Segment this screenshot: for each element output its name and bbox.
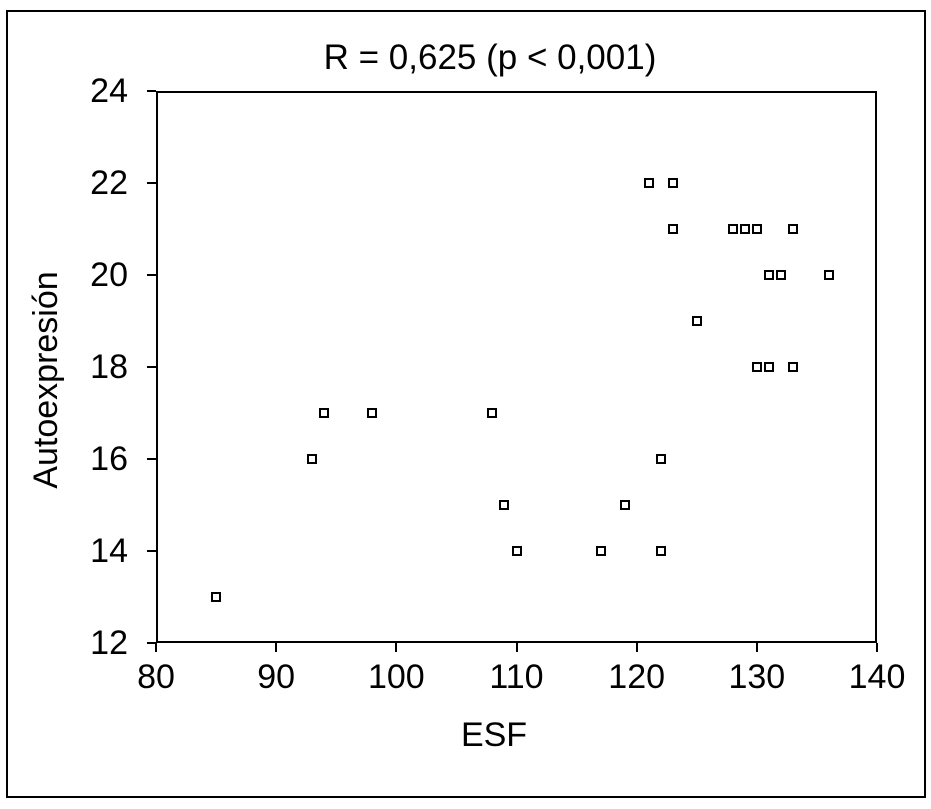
x-tick: [155, 643, 157, 652]
data-point: [727, 224, 738, 234]
data-point: [739, 224, 750, 234]
x-tick-label: 80: [137, 658, 175, 696]
data-point: [751, 224, 762, 234]
data-point: [763, 362, 774, 372]
data-point: [211, 592, 222, 602]
data-point: [763, 270, 774, 280]
data-point: [595, 546, 606, 556]
y-tick: [147, 458, 156, 460]
y-tick-label: 14: [90, 532, 128, 570]
data-point: [823, 270, 834, 280]
x-tick-label: 120: [608, 658, 666, 696]
y-tick-label: 20: [90, 256, 128, 294]
y-tick: [147, 366, 156, 368]
y-tick-label: 24: [90, 72, 128, 110]
data-point: [319, 408, 330, 418]
y-tick-label: 22: [90, 164, 128, 202]
data-point: [643, 178, 654, 188]
data-point: [655, 454, 666, 464]
data-point: [487, 408, 498, 418]
x-tick-label: 90: [257, 658, 296, 696]
data-point: [511, 546, 522, 556]
data-point: [775, 270, 786, 280]
x-tick-label: 110: [489, 658, 544, 696]
data-point: [667, 224, 678, 234]
chart-title: R = 0,625 (p < 0,001): [323, 38, 657, 77]
data-point: [619, 500, 630, 510]
data-point: [751, 362, 762, 372]
data-point: [787, 224, 798, 234]
x-tick-label: 100: [367, 658, 425, 696]
x-tick-label: 130: [728, 658, 786, 696]
y-tick: [147, 642, 156, 644]
x-axis-label: ESF: [460, 716, 528, 754]
x-tick: [275, 643, 278, 652]
data-point: [499, 500, 510, 510]
data-point: [667, 178, 678, 188]
data-point: [655, 546, 666, 556]
x-tick: [515, 643, 518, 652]
data-point: [307, 454, 318, 464]
x-tick-label: 140: [848, 658, 906, 696]
y-axis-label: Autoexpresión: [27, 271, 65, 489]
x-tick: [876, 643, 878, 652]
y-tick: [147, 550, 156, 552]
data-point: [787, 362, 798, 372]
y-tick-label: 16: [90, 440, 128, 478]
y-tick-label: 18: [90, 348, 128, 386]
y-tick-label: 12: [90, 624, 128, 662]
y-tick: [147, 90, 156, 92]
data-point: [367, 408, 378, 418]
x-tick: [755, 643, 758, 652]
x-tick: [635, 643, 638, 652]
data-point: [691, 316, 702, 326]
y-tick: [147, 274, 156, 276]
y-tick: [147, 182, 156, 184]
x-tick: [395, 643, 398, 652]
